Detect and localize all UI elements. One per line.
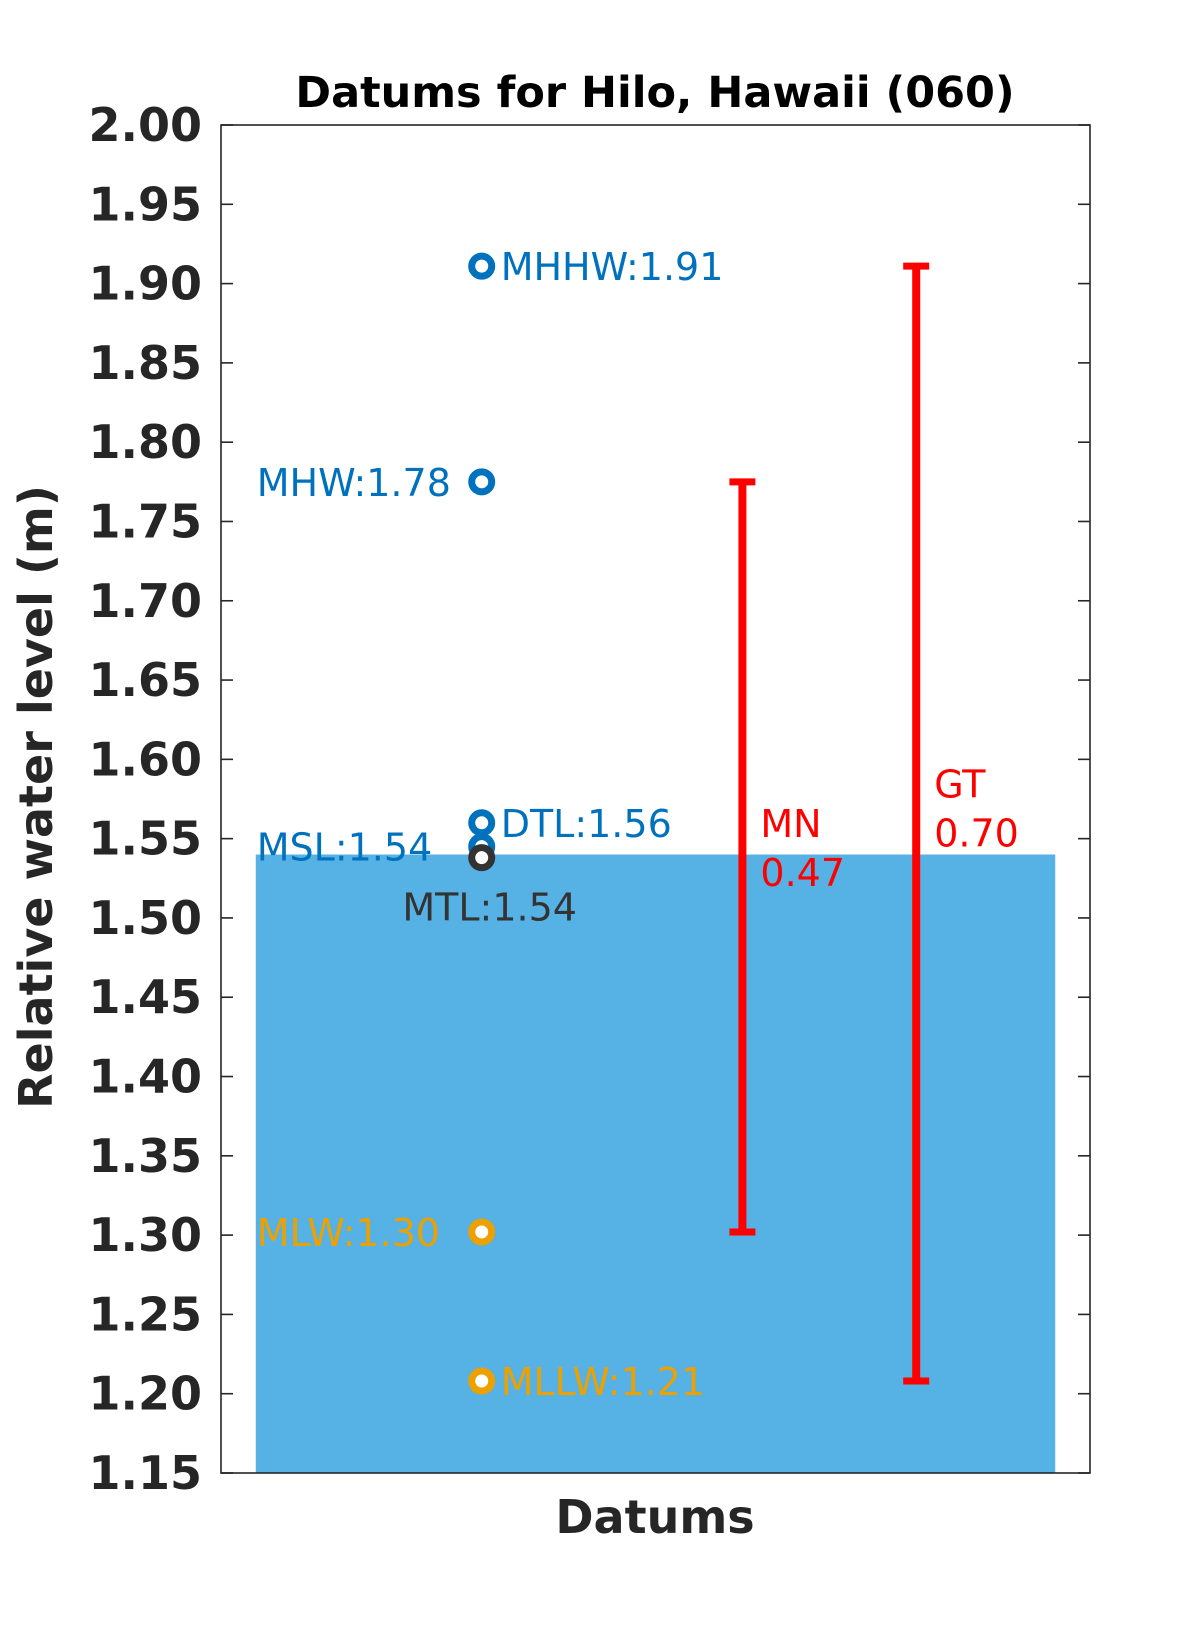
y-tick-label: 1.40	[89, 1050, 203, 1104]
y-axis-label: Relative water level (m)	[9, 485, 63, 1109]
y-tick-label: 1.95	[89, 177, 203, 231]
range-value-mn: 0.47	[760, 851, 845, 895]
datum-marker-mhw	[468, 468, 496, 496]
datum-marker-mlw	[468, 1218, 496, 1246]
bar-mark	[255, 854, 1056, 1473]
y-tick-label: 1.30	[89, 1208, 203, 1262]
y-tick-label: 1.25	[89, 1287, 203, 1341]
y-tick-label: 1.65	[89, 653, 203, 707]
y-tick-label: 1.20	[89, 1367, 203, 1421]
axes-frame	[220, 124, 1091, 1474]
datum-label-dtl: DTL:1.56	[501, 802, 672, 846]
y-tick-label: 2.00	[89, 98, 203, 152]
datum-label-mhhw: MHHW:1.91	[501, 245, 724, 289]
y-tick-label: 1.50	[89, 891, 203, 945]
y-tick-label: 1.15	[89, 1446, 203, 1500]
datum-label-mtl: MTL:1.54	[402, 886, 577, 930]
datum-marker-dtl	[468, 809, 496, 837]
datum-label-mlw: MLW:1.30	[257, 1211, 440, 1255]
y-tick-label: 1.45	[89, 970, 203, 1024]
range-name-mn: MN	[760, 802, 821, 846]
datum-marker-mllw	[468, 1367, 496, 1395]
y-tick-label: 1.60	[89, 732, 203, 786]
y-tick-label: 1.90	[89, 257, 203, 311]
plot-area: 1.15 1.20 1.25 1.30 1.35 1.40 1.45 1.50 1.55 1.60…	[89, 98, 1091, 1500]
x-axis-label: Datums	[555, 1490, 754, 1544]
y-tick-label: 1.70	[89, 574, 203, 628]
datum-label-mhw: MHW:1.78	[257, 461, 451, 505]
y-tick-label: 1.80	[89, 415, 203, 469]
y-tick-label: 1.75	[89, 494, 203, 548]
datum-marker-mtl	[468, 844, 496, 872]
y-tick-label: 1.55	[89, 812, 203, 866]
chart-title: Datums for Hilo, Hawaii (060)	[295, 68, 1014, 118]
range-value-gt: 0.70	[934, 811, 1019, 855]
datum-label-msl: MSL:1.54	[257, 826, 433, 870]
y-tick-label: 1.85	[89, 336, 203, 390]
y-tick-label: 1.35	[89, 1129, 203, 1183]
datum-marker-mhhw	[468, 252, 496, 280]
datum-label-mllw: MLLW:1.21	[501, 1360, 705, 1404]
range-name-gt: GT	[934, 762, 986, 806]
